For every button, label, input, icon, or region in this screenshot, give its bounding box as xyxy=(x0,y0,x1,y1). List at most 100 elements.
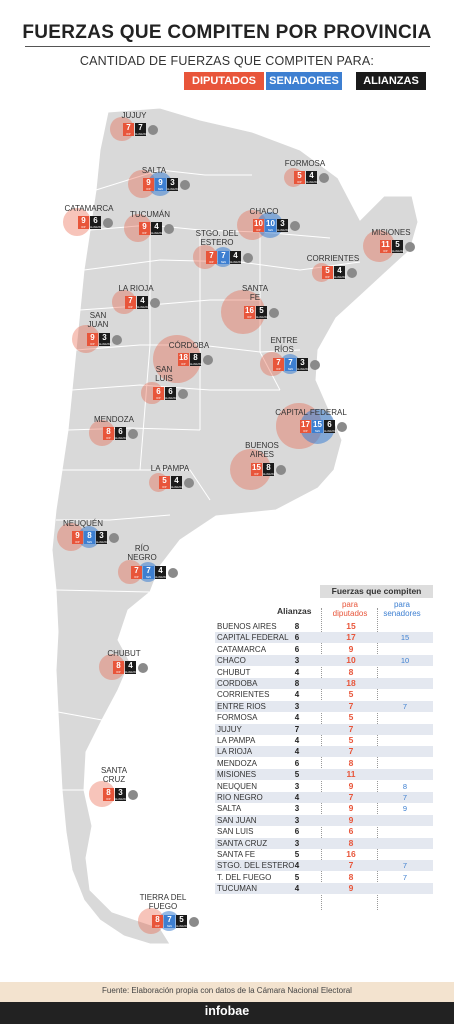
alianzas-count: 4 ALIANZAS xyxy=(171,476,184,489)
alianzas-cell: 4 xyxy=(294,793,300,802)
alianzas-dot xyxy=(347,268,357,278)
table-row: SAN LUIS 6 6 xyxy=(215,826,433,837)
diputados-count: 7 DIP xyxy=(273,358,284,371)
table-row: CHUBUT 4 8 xyxy=(215,667,433,678)
alianzas-dot xyxy=(203,355,213,365)
diputados-cell: 5 xyxy=(348,735,354,745)
alianzas-cell: 4 xyxy=(294,884,300,894)
alianzas-cell: 4 xyxy=(294,747,300,757)
alianzas-dot xyxy=(148,125,158,135)
table-header-diputados: para diputados xyxy=(332,600,368,618)
diputados-count: 9 DIP xyxy=(87,333,98,346)
diputados-cell: 10 xyxy=(346,655,356,666)
table-divider xyxy=(321,608,322,910)
table-row: MISIONES 5 11 xyxy=(215,769,433,781)
alianzas-cell: 5 xyxy=(294,770,300,780)
province-cell: SAN JUAN xyxy=(217,815,257,825)
diputados-count: 17 DIP xyxy=(300,420,311,433)
diputados-cell: 8 xyxy=(348,837,354,848)
alianzas-count: 3 ALIANZAS xyxy=(96,531,109,544)
senadores-count: 15 SEN xyxy=(312,420,323,433)
alianzas-cell: 3 xyxy=(294,804,300,814)
province-cell: CATAMARCA xyxy=(217,644,267,654)
alianzas-dot xyxy=(319,173,329,183)
diputados-count: 8 DIP xyxy=(113,661,124,674)
alianzas-count: 5 ALIANZAS xyxy=(176,915,189,928)
alianzas-count: 5 ALIANZAS xyxy=(256,306,269,319)
diputados-count: 18 DIP xyxy=(178,353,189,366)
alianzas-dot xyxy=(178,389,188,399)
senadores-count: 7 SEN xyxy=(218,251,229,264)
alianzas-dot xyxy=(243,253,253,263)
senadores-cell: 8 xyxy=(402,781,408,791)
province-cell: RIO NEGRO xyxy=(217,793,263,802)
senadores-count: 7 SEN xyxy=(285,358,296,371)
province-cell: CHACO xyxy=(217,656,246,666)
diputados-cell: 16 xyxy=(346,849,356,859)
province-cell: CAPITAL FEDERAL xyxy=(217,633,289,643)
province-name: TUCUMÁN xyxy=(130,210,170,219)
senadores-count: 8 SEN xyxy=(84,531,95,544)
province-name: LA RIOJA xyxy=(118,284,154,293)
table-row: SALTA 3 9 9 xyxy=(215,803,433,814)
province-name: CHUBUT xyxy=(107,649,141,658)
table-row: CHACO 3 10 10 xyxy=(215,655,433,667)
senadores-cell: 7 xyxy=(402,861,408,871)
alianzas-cell: 4 xyxy=(294,667,300,677)
title-divider xyxy=(25,46,430,47)
table-row: LA PAMPA 4 5 xyxy=(215,735,433,746)
table-row: BUENOS AIRES 8 15 xyxy=(215,621,433,632)
alianzas-dot xyxy=(109,533,119,543)
diputados-cell: 9 xyxy=(348,643,354,654)
province-cell: LA RIOJA xyxy=(217,747,253,757)
legend-alianzas: ALIANZAS xyxy=(356,72,426,90)
page-title: FUERZAS QUE COMPITEN POR PROVINCIA xyxy=(22,22,432,43)
alianzas-cell: 5 xyxy=(294,872,300,882)
diputados-cell: 5 xyxy=(348,689,354,700)
province-name: FORMOSA xyxy=(284,159,326,168)
alianzas-dot xyxy=(168,568,178,578)
alianzas-dot xyxy=(180,180,190,190)
diputados-cell: 8 xyxy=(348,871,354,882)
alianzas-cell: 3 xyxy=(294,815,300,825)
diputados-count: 7 DIP xyxy=(131,566,142,579)
alianzas-cell: 8 xyxy=(294,622,300,631)
senadores-count: 9 SEN xyxy=(155,178,166,191)
province-name: BUENOS AIRES xyxy=(245,441,279,459)
province-name: CAPITAL FEDERAL xyxy=(275,408,347,417)
diputados-count: 15 DIP xyxy=(251,463,262,476)
senadores-cell: 10 xyxy=(400,656,410,666)
province-cell: CHUBUT xyxy=(217,667,251,677)
province-name: CÓRDOBA xyxy=(168,341,210,350)
alianzas-cell: 3 xyxy=(294,701,300,711)
diputados-count: 9 DIP xyxy=(78,216,89,229)
alianzas-cell: 6 xyxy=(294,644,300,654)
alianzas-cell: 6 xyxy=(294,827,300,837)
table-row: SANTA CRUZ 3 8 xyxy=(215,837,433,849)
alianzas-count: 6 ALIANZAS xyxy=(165,387,178,400)
alianzas-count: 3 ALIANZAS xyxy=(167,178,180,191)
senadores-cell: 7 xyxy=(402,793,408,802)
diputados-count: 5 DIP xyxy=(159,476,170,489)
source-note: Fuente: Elaboración propia con datos de … xyxy=(102,986,352,995)
alianzas-count: 4 ALIANZAS xyxy=(125,661,138,674)
senadores-count: 10 SEN xyxy=(265,219,276,232)
diputados-count: 8 DIP xyxy=(152,915,163,928)
province-cell: SAN LUIS xyxy=(217,827,254,837)
table-row: RIO NEGRO 4 7 7 xyxy=(215,792,433,803)
province-name: TIERRA DEL FUEGO xyxy=(139,893,187,911)
alianzas-cell: 3 xyxy=(294,656,300,666)
province-cell: FORMOSA xyxy=(217,713,258,723)
diputados-count: 8 DIP xyxy=(103,788,114,801)
alianzas-dot xyxy=(337,422,347,432)
diputados-cell: 9 xyxy=(348,803,354,814)
diputados-cell: 17 xyxy=(346,632,356,643)
diputados-cell: 7 xyxy=(348,860,354,871)
alianzas-count: 8 ALIANZAS xyxy=(263,463,276,476)
province-cell: ENTRE RIOS xyxy=(217,701,266,711)
legend-diputados: DIPUTADOS xyxy=(184,72,264,90)
table-row: STGO. DEL ESTERO 4 7 7 xyxy=(215,860,433,872)
diputados-count: 5 DIP xyxy=(294,171,305,184)
diputados-count: 5 DIP xyxy=(322,266,333,279)
alianzas-dot xyxy=(128,429,138,439)
